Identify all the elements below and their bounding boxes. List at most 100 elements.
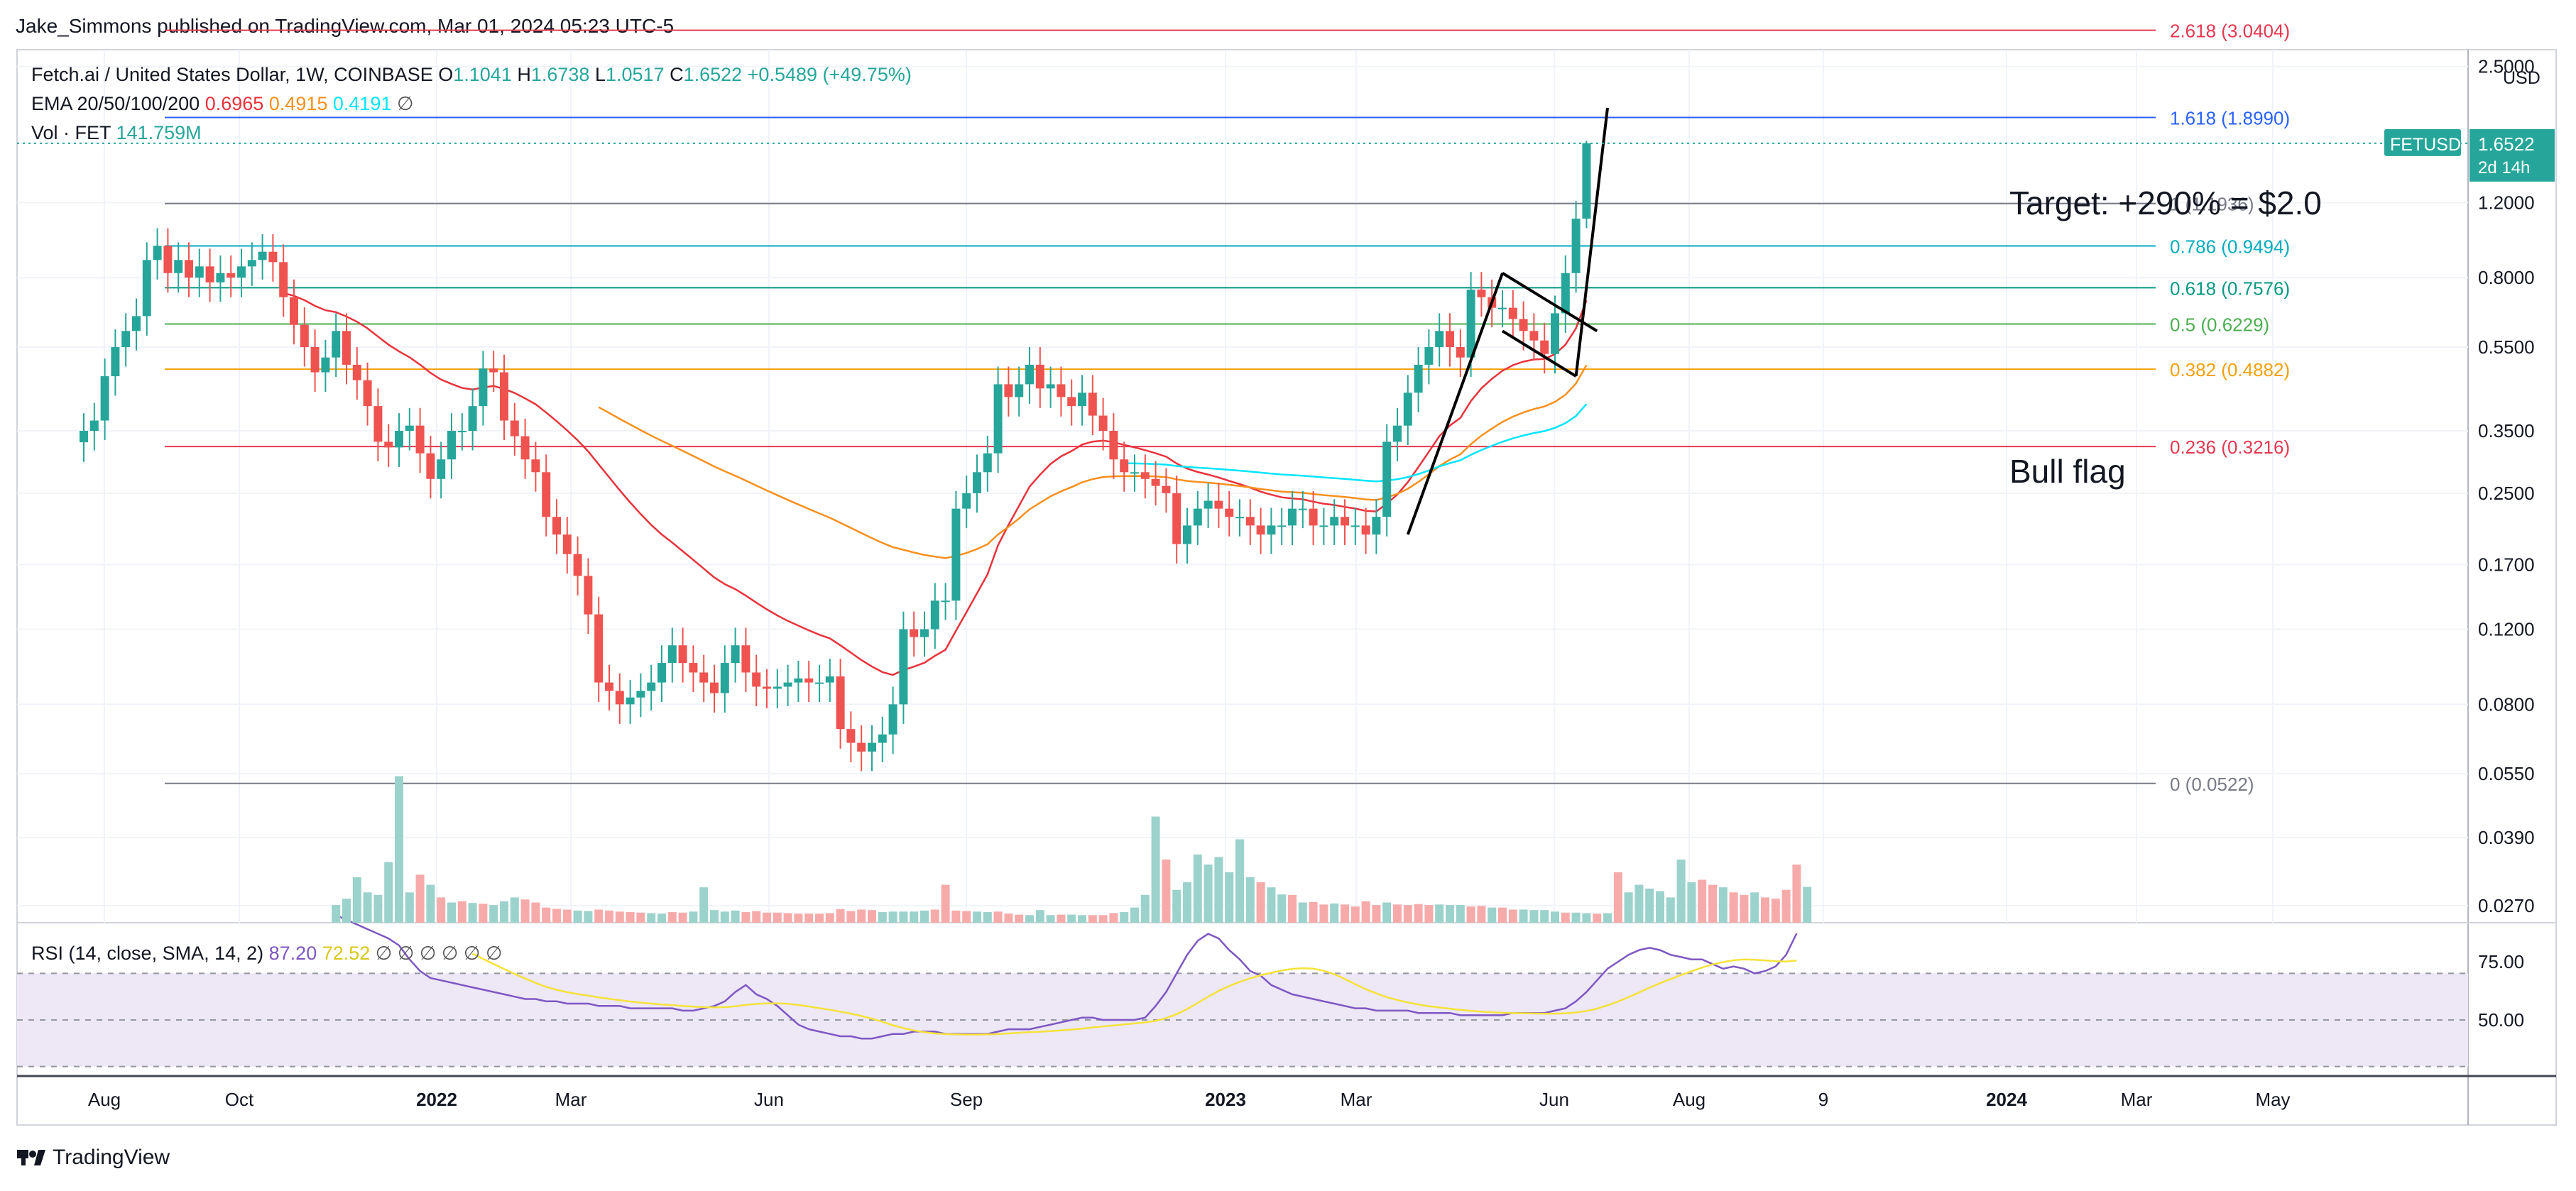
candle-down[interactable] — [363, 380, 372, 407]
candle-up[interactable] — [920, 629, 929, 637]
candle-down[interactable] — [1067, 397, 1076, 407]
last-price-badge[interactable] — [2469, 128, 2555, 182]
candle-down[interactable] — [1057, 384, 1066, 397]
candle-down[interactable] — [163, 246, 173, 273]
target-annotation[interactable]: Target: +290% = $2.0 — [2009, 185, 2322, 221]
candle-down[interactable] — [1004, 384, 1013, 397]
candle-up[interactable] — [1235, 517, 1244, 519]
candle-down[interactable] — [415, 425, 425, 454]
candle-up[interactable] — [815, 682, 824, 684]
candle-down[interactable] — [594, 614, 604, 683]
candle-up[interactable] — [1298, 508, 1307, 510]
candle-down[interactable] — [1225, 508, 1234, 517]
candle-up[interactable] — [783, 682, 792, 687]
candle-down[interactable] — [1341, 517, 1349, 526]
candle-down[interactable] — [1508, 307, 1517, 319]
candle-up[interactable] — [1393, 425, 1402, 442]
candle-up[interactable] — [794, 678, 803, 683]
candle-up[interactable] — [405, 425, 414, 432]
candle-down[interactable] — [290, 297, 298, 325]
candle-down[interactable] — [1256, 525, 1265, 535]
candle-up[interactable] — [720, 663, 729, 693]
candle-down[interactable] — [1162, 485, 1171, 493]
candle-up[interactable] — [1403, 393, 1412, 426]
candle-down[interactable] — [615, 691, 624, 705]
candle-up[interactable] — [657, 663, 666, 683]
candle-down[interactable] — [1214, 500, 1223, 509]
candle-down[interactable] — [1519, 319, 1528, 331]
candle-down[interactable] — [227, 273, 236, 278]
candle-down[interactable] — [310, 347, 320, 373]
time-axis[interactable]: Aug Oct 2022 Mar Jun Sep 2023 Mar Jun Aug 9 2024 Mar… — [88, 1089, 2291, 1110]
candle-up[interactable] — [1424, 347, 1434, 365]
candlesticks[interactable] — [80, 141, 1591, 772]
candle-up[interactable] — [1130, 472, 1139, 474]
candle-up[interactable] — [1204, 500, 1213, 509]
candle-down[interactable] — [542, 472, 551, 517]
candle-up[interactable] — [457, 431, 466, 433]
candle-up[interactable] — [1372, 517, 1381, 535]
candle-up[interactable] — [1382, 441, 1392, 517]
candle-down[interactable] — [531, 459, 540, 473]
candle-down[interactable] — [1109, 431, 1118, 460]
candle-up[interactable] — [142, 260, 151, 317]
candle-up[interactable] — [1319, 525, 1328, 527]
candle-down[interactable] — [1245, 517, 1255, 526]
candle-up[interactable] — [731, 645, 740, 664]
candle-up[interactable] — [993, 384, 1003, 454]
candle-up[interactable] — [1277, 525, 1287, 527]
tradingview-logo[interactable]: TradingView — [17, 1146, 170, 1169]
candle-down[interactable] — [804, 678, 814, 683]
candle-down[interactable] — [489, 368, 498, 373]
flag-bottom-line[interactable] — [1501, 329, 1577, 378]
candle-down[interactable] — [846, 729, 856, 743]
candle-down[interactable] — [426, 453, 435, 479]
candle-down[interactable] — [689, 663, 698, 673]
candle-down[interactable] — [1446, 331, 1454, 348]
candle-up[interactable] — [447, 431, 456, 460]
candle-up[interactable] — [1183, 525, 1191, 544]
candle-up[interactable] — [1267, 525, 1276, 535]
candle-up[interactable] — [216, 273, 225, 282]
candle-up[interactable] — [100, 376, 109, 421]
candle-up[interactable] — [973, 472, 981, 493]
candle-up[interactable] — [951, 508, 961, 601]
candle-down[interactable] — [510, 420, 519, 437]
candle-down[interactable] — [300, 324, 309, 348]
candle-up[interactable] — [174, 260, 183, 273]
candle-up[interactable] — [237, 266, 246, 278]
candle-up[interactable] — [1571, 219, 1581, 273]
candle-down[interactable] — [352, 364, 361, 380]
candle-up[interactable] — [878, 734, 887, 743]
candle-up[interactable] — [258, 251, 267, 260]
candle-down[interactable] — [710, 682, 719, 693]
candle-down[interactable] — [1477, 290, 1486, 297]
candle-up[interactable] — [111, 347, 120, 377]
candle-up[interactable] — [983, 453, 992, 473]
bull-flag-annotation[interactable]: Bull flag — [2009, 453, 2126, 490]
candle-up[interactable] — [1551, 313, 1559, 354]
fibonacci-levels[interactable]: 4.236 (4.8873)3.618 (4.1819)2.618 (3.040… — [165, 0, 2290, 795]
candle-up[interactable] — [626, 697, 635, 705]
candle-down[interactable] — [279, 262, 288, 297]
candle-up[interactable] — [1025, 364, 1034, 385]
candle-up[interactable] — [321, 357, 330, 373]
candle-down[interactable] — [373, 406, 383, 442]
candle-down[interactable] — [678, 645, 687, 664]
candle-up[interactable] — [121, 331, 131, 348]
candle-up[interactable] — [1561, 273, 1570, 314]
price-axis[interactable]: USD4.00002.50001.20000.80000.55000.35000… — [2384, 0, 2555, 1031]
candle-up[interactable] — [247, 260, 256, 267]
candle-down[interactable] — [552, 517, 561, 535]
candle-down[interactable] — [836, 676, 845, 730]
candle-up[interactable] — [332, 331, 341, 358]
candle-down[interactable] — [584, 576, 593, 615]
candle-up[interactable] — [1435, 331, 1444, 348]
candle-down[interactable] — [699, 672, 709, 683]
candle-up[interactable] — [1466, 290, 1475, 358]
candle-up[interactable] — [667, 645, 677, 664]
flagpole-line[interactable] — [1406, 273, 1504, 535]
candle-down[interactable] — [1088, 393, 1097, 416]
candle-up[interactable] — [636, 691, 645, 698]
